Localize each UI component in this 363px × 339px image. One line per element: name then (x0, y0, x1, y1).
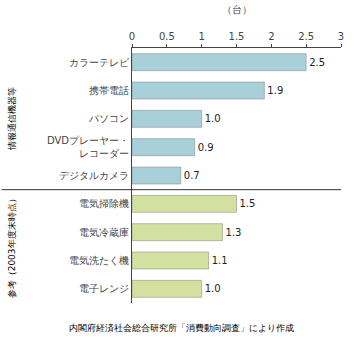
svg-text:携帯電話: 携帯電話 (89, 85, 129, 96)
svg-text:参考（2003年度末時点）: 参考（2003年度末時点） (7, 194, 17, 298)
svg-text:電気掃除機: 電気掃除機 (79, 198, 129, 209)
svg-text:1.5: 1.5 (229, 31, 245, 42)
svg-text:0.5: 0.5 (159, 31, 175, 42)
svg-text:電気洗たく機: 電気洗たく機 (69, 255, 129, 266)
svg-text:DVDプレーヤー・レコーダー: DVDプレーヤー・レコーダー (47, 135, 129, 159)
svg-text:0.9: 0.9 (198, 142, 214, 153)
svg-text:デジタルカメラ: デジタルカメラ (59, 170, 129, 181)
svg-text:内閣府経済社会総合研究所「消費動向調査」により作成: 内閣府経済社会総合研究所「消費動向調査」により作成 (69, 323, 294, 333)
svg-text:電気冷蔵庫: 電気冷蔵庫 (79, 227, 129, 238)
svg-text:情報通信機器等: 情報通信機器等 (7, 87, 17, 151)
svg-text:3: 3 (338, 31, 344, 42)
svg-text:2: 2 (268, 31, 274, 42)
svg-text:1.9: 1.9 (267, 85, 283, 96)
svg-text:1.5: 1.5 (240, 198, 256, 209)
svg-text:パソコン: パソコン (88, 113, 129, 124)
svg-text:1.3: 1.3 (226, 227, 242, 238)
svg-text:カラーテレビ: カラーテレビ (69, 57, 130, 68)
svg-text:1.0: 1.0 (205, 283, 221, 294)
svg-text:電子レンジ: 電子レンジ (79, 283, 129, 294)
svg-text:0.7: 0.7 (184, 170, 200, 181)
svg-text:2.5: 2.5 (309, 57, 325, 68)
svg-text:1: 1 (198, 31, 204, 42)
svg-text:（台）: （台） (222, 4, 252, 15)
svg-text:2.5: 2.5 (298, 31, 314, 42)
svg-text:1.1: 1.1 (212, 255, 228, 266)
svg-text:0: 0 (129, 31, 135, 42)
svg-text:1.0: 1.0 (205, 113, 221, 124)
